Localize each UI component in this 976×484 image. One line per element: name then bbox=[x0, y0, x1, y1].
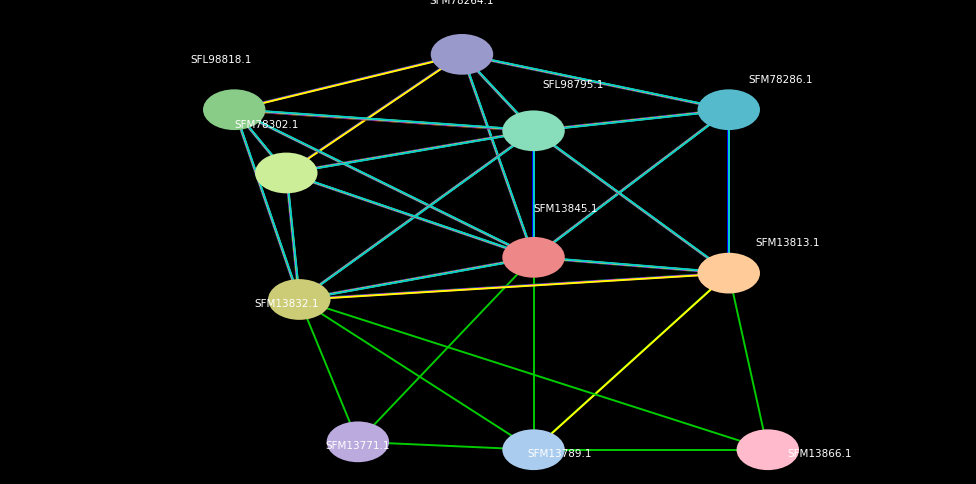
Ellipse shape bbox=[698, 253, 760, 294]
Ellipse shape bbox=[503, 111, 565, 152]
Ellipse shape bbox=[503, 238, 565, 278]
Text: SFM13771.1: SFM13771.1 bbox=[326, 440, 390, 451]
Ellipse shape bbox=[737, 429, 799, 470]
Ellipse shape bbox=[503, 429, 565, 470]
Text: SFM78286.1: SFM78286.1 bbox=[749, 75, 813, 85]
Ellipse shape bbox=[203, 90, 265, 131]
Ellipse shape bbox=[255, 153, 317, 194]
Ellipse shape bbox=[327, 422, 389, 462]
Ellipse shape bbox=[430, 35, 493, 76]
Text: SFM13813.1: SFM13813.1 bbox=[755, 238, 820, 248]
Ellipse shape bbox=[698, 90, 760, 131]
Text: SFM13866.1: SFM13866.1 bbox=[788, 449, 852, 458]
Text: SFM13845.1: SFM13845.1 bbox=[534, 204, 598, 214]
Text: SFM78302.1: SFM78302.1 bbox=[234, 120, 299, 130]
Text: SFL98795.1: SFL98795.1 bbox=[542, 80, 603, 90]
Text: SFM13832.1: SFM13832.1 bbox=[254, 299, 318, 308]
Text: SFL98818.1: SFL98818.1 bbox=[190, 55, 252, 65]
Text: SFM13789.1: SFM13789.1 bbox=[527, 449, 591, 458]
Text: SFM78264.1: SFM78264.1 bbox=[429, 0, 494, 6]
Ellipse shape bbox=[268, 280, 331, 320]
